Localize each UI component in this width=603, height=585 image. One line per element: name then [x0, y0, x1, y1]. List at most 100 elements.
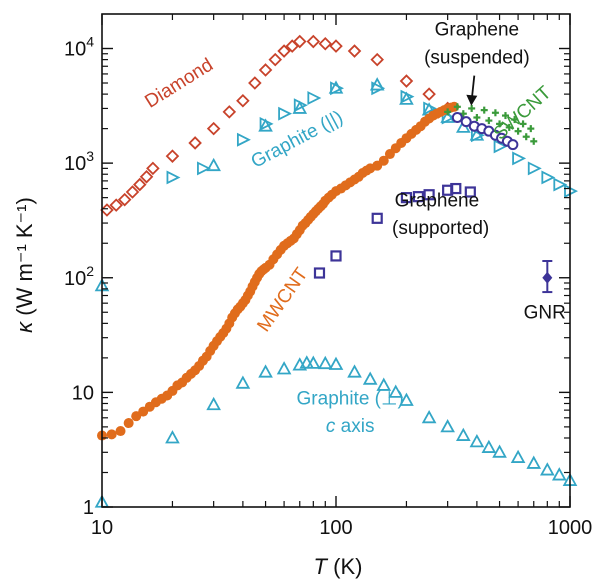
- y-axis-unit: (W m⁻¹ K⁻¹): [12, 197, 37, 322]
- graphite-cross-point: [421, 409, 437, 424]
- graphite-cross-point: [376, 377, 392, 391]
- series-graphite-inplane-triangles: [94, 77, 485, 292]
- graphene-suspended-point: [451, 112, 463, 124]
- diamond-point: [188, 136, 202, 150]
- swcnt-point: [444, 108, 452, 116]
- y-tick-label: 103: [64, 148, 94, 175]
- graphite-cross-point: [276, 361, 292, 375]
- graphite-cross-point: [317, 355, 333, 370]
- graphite-cross-point: [305, 355, 321, 369]
- y-tick-label: 102: [64, 263, 94, 290]
- y-tick-label: 10: [72, 382, 94, 404]
- graphite-inplane-point: [470, 128, 485, 143]
- annotation-graphene-supported-1: Graphene: [395, 190, 480, 211]
- annotation-diamond: Diamond: [141, 55, 217, 113]
- graphite-inplane-point: [197, 161, 211, 176]
- graphite-cross-point: [362, 371, 378, 385]
- gnr-point: [542, 271, 553, 284]
- swcnt-point: [491, 109, 499, 117]
- x-tick-label: 1000: [548, 517, 593, 539]
- diamond-point: [268, 52, 283, 67]
- graphite-cross-point: [388, 384, 404, 398]
- graphite-cross-point: [469, 434, 485, 448]
- swcnt-point: [519, 120, 527, 128]
- graphite-cross-point: [258, 364, 273, 378]
- diamond-point: [132, 177, 147, 192]
- series-graphene-suspended: [451, 112, 519, 151]
- graphite-cross-point: [165, 430, 180, 444]
- graphite-cross-point: [399, 392, 414, 406]
- graphite-inplane-triangles-point: [369, 77, 385, 91]
- graphite-cross-point: [492, 444, 507, 458]
- graphene-supported-point: [423, 189, 435, 201]
- annotation-graphene-suspended-1: Graphene: [435, 19, 520, 40]
- diamond-point: [222, 105, 237, 119]
- series-gnr: [542, 260, 553, 294]
- swcnt-point: [473, 114, 481, 122]
- diamond-point: [248, 76, 262, 90]
- graphene-supported-point: [371, 212, 383, 224]
- diamond-point: [329, 39, 343, 53]
- graphite-cross-point: [526, 455, 542, 469]
- swcnt-point: [527, 125, 535, 133]
- graphene-supported-point: [450, 182, 462, 195]
- diamond-point: [370, 52, 384, 67]
- diamond-point: [258, 63, 273, 77]
- graphite-cross-point: [551, 467, 567, 481]
- mwcnt-point: [115, 426, 126, 437]
- annotation-graphene-supported-2: (supported): [392, 218, 489, 239]
- graphite-inplane-point: [166, 170, 181, 185]
- swcnt-point: [496, 120, 504, 128]
- annotation-graphene-suspended-2: (suspended): [424, 47, 530, 68]
- swcnt-point: [511, 116, 519, 124]
- diamond-point: [236, 93, 250, 108]
- graphene-supported-point: [412, 191, 425, 203]
- swcnt-point: [522, 133, 530, 141]
- graphene-supported-point: [400, 192, 413, 204]
- y-tick-label: 1: [83, 497, 94, 519]
- y-axis-symbol: κ: [12, 321, 37, 333]
- diamond-point: [318, 36, 333, 51]
- diamond-point: [109, 198, 123, 212]
- y-axis-label: κ (W m⁻¹ K⁻¹): [12, 197, 37, 333]
- swcnt-point: [480, 106, 488, 114]
- graphite-cross-point: [481, 439, 497, 453]
- diamond-point: [306, 34, 321, 49]
- series-diamond: [100, 34, 455, 217]
- graphite-inplane-point: [527, 161, 542, 176]
- swcnt-point: [468, 104, 476, 112]
- diamond-point: [292, 34, 307, 49]
- annotation-swcnt: SWCNT: [490, 82, 556, 144]
- x-axis-symbol: T: [314, 554, 329, 579]
- swcnt-point: [501, 112, 509, 120]
- graphite-cross-point: [206, 396, 221, 411]
- swcnt-point: [505, 123, 513, 131]
- graphite-inplane-triangles-point: [292, 100, 308, 114]
- swcnt-point: [514, 127, 522, 135]
- graphite-inplane-point: [512, 151, 527, 166]
- diamond-point: [422, 87, 436, 101]
- graphite-inplane-point: [330, 81, 345, 96]
- annotation-graphite-cross-2: c axis: [326, 416, 375, 437]
- series-mwcnt: [97, 101, 460, 441]
- y-tick-label: 104: [64, 34, 94, 61]
- graphite-inplane-triangles-point: [206, 157, 221, 172]
- graphite-inplane-triangles-point: [328, 80, 344, 94]
- graphite-inplane-triangles-point: [440, 109, 455, 123]
- graphite-inplane-triangles-point: [258, 118, 273, 132]
- graphene-supported-point: [313, 267, 326, 279]
- graphite-cross-point: [328, 356, 344, 370]
- graphite-inplane-point: [278, 106, 293, 121]
- graphite-inplane-triangles-point: [399, 91, 414, 105]
- graphite-inplane-triangles-point: [469, 127, 485, 141]
- graphite-inplane-point: [236, 132, 251, 147]
- suspended-arrowhead: [466, 94, 478, 106]
- swcnt-point: [485, 117, 493, 125]
- graphene-supported-point: [464, 186, 476, 198]
- mwcnt-point: [106, 429, 117, 440]
- diamond-point: [117, 192, 132, 207]
- annotation-graphite-cross-1: Graphite (⊥): [297, 389, 404, 410]
- annotation-gnr: GNR: [524, 303, 566, 324]
